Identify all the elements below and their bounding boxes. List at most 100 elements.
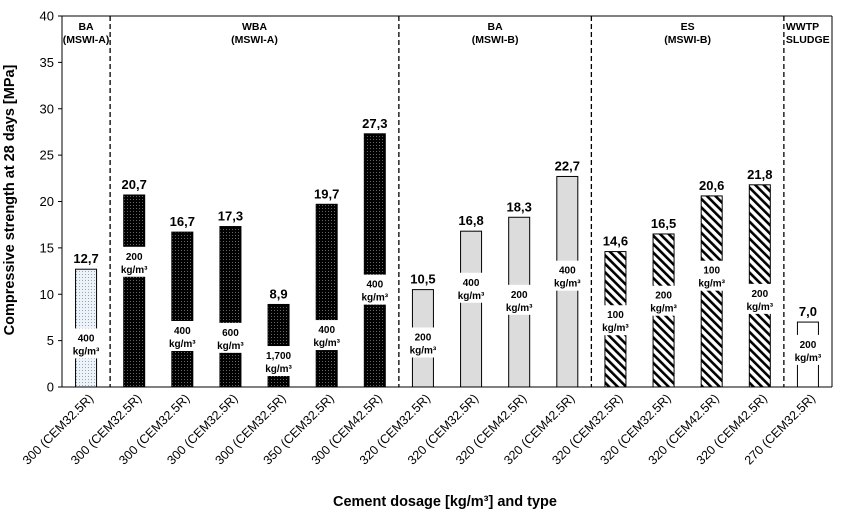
dosage-label-amount: 400 xyxy=(559,266,576,277)
bar xyxy=(171,231,194,388)
dosage-label-background xyxy=(450,272,493,303)
y-tick-label: 10 xyxy=(40,287,54,302)
y-tick-label: 5 xyxy=(47,333,54,348)
bar-value-label: 18,3 xyxy=(507,199,532,214)
value-labels: 12,7 20,7 16,7 17,3 8,9 19,7 27,3 10,5 16,8 18,3 2… xyxy=(73,116,817,319)
dosage-label-background xyxy=(65,328,108,359)
dosage-label-background xyxy=(353,274,396,305)
plot-area xyxy=(62,15,833,387)
y-tick-label: 0 xyxy=(47,380,54,395)
y-tick-label: 25 xyxy=(40,148,54,163)
dosage-label-unit: kg/m³ xyxy=(169,339,196,350)
dosage-label-background xyxy=(113,246,156,277)
dosage-label-amount: 200 xyxy=(126,252,143,263)
y-tick-label: 20 xyxy=(40,194,54,209)
dosage-label-unit: kg/m³ xyxy=(746,302,773,313)
dosage-label-amount: 600 xyxy=(222,328,239,339)
group-header-name: BA xyxy=(78,21,94,33)
dosage-label-amount: 400 xyxy=(78,333,95,344)
dosage-label-background xyxy=(257,346,300,377)
bar xyxy=(700,195,723,388)
dosage-label-background xyxy=(209,322,252,353)
dosage-label-background xyxy=(642,285,685,316)
dosage-label-unit: kg/m³ xyxy=(121,265,148,276)
dosage-labels: 400 kg/m³ 200 kg/m³ 400 kg/m³ 600 kg/m³ 1,700 kg/… xyxy=(65,246,829,377)
group-header-source: (MSWI-B) xyxy=(664,34,711,46)
bar-value-label: 14,6 xyxy=(603,234,628,249)
dosage-label-unit: kg/m³ xyxy=(698,279,725,290)
dosage-label-amount: 400 xyxy=(366,280,383,291)
dosage-label-background xyxy=(594,305,637,336)
group-header-source: (MSWI-A) xyxy=(63,34,110,46)
dosage-label-unit: kg/m³ xyxy=(602,323,629,334)
dosage-label-unit: kg/m³ xyxy=(506,303,533,314)
y-tick-label: 35 xyxy=(40,55,54,70)
bar-value-label: 19,7 xyxy=(314,186,339,201)
group-header-source: SLUDGE xyxy=(786,34,830,46)
group-header-source: (MSWI-A) xyxy=(231,34,278,46)
dosage-label-amount: 200 xyxy=(511,290,528,301)
y-tick-label: 30 xyxy=(40,101,54,116)
y-tick-label: 40 xyxy=(40,9,54,24)
bar xyxy=(75,268,98,388)
dosage-label-amount: 200 xyxy=(415,332,432,343)
bar xyxy=(315,203,338,388)
bar-value-label: 12,7 xyxy=(73,251,98,266)
y-axis-label: Compressive strength at 28 days [MPa] xyxy=(2,64,18,335)
bar-value-label: 10,5 xyxy=(410,272,435,287)
bar-value-label: 16,8 xyxy=(458,213,483,228)
bar-value-label: 16,5 xyxy=(651,216,676,231)
dosage-label-background xyxy=(305,320,348,351)
dosage-label-unit: kg/m³ xyxy=(265,364,292,375)
bar-value-label: 21,8 xyxy=(747,167,772,182)
dosage-label-background xyxy=(786,334,829,365)
dosage-label-background xyxy=(498,284,541,315)
dosage-label-background xyxy=(401,327,444,358)
group-header-name: WWTP xyxy=(786,21,819,33)
dosage-label-amount: 400 xyxy=(318,325,335,336)
bar xyxy=(460,230,483,388)
group-header-name: ES xyxy=(681,21,695,33)
dosage-label-unit: kg/m³ xyxy=(410,345,437,356)
dosage-label-amount: 400 xyxy=(463,278,480,289)
x-axis-label: Cement dosage [kg/m³] and type xyxy=(333,494,557,510)
bar xyxy=(123,194,146,388)
group-header-source: (MSWI-B) xyxy=(472,34,519,46)
dosage-label-unit: kg/m³ xyxy=(73,346,100,357)
dosage-label-amount: 400 xyxy=(174,326,191,337)
group-separators xyxy=(109,16,785,387)
bar-value-label: 17,3 xyxy=(218,209,243,224)
dosage-label-background xyxy=(161,320,204,351)
dosage-label-amount: 100 xyxy=(703,266,720,277)
y-axis-ticks: 0 5 10 15 20 25 30 35 40 xyxy=(40,9,62,395)
bar-value-label: 20,6 xyxy=(699,178,724,193)
bar-value-label: 16,7 xyxy=(170,214,195,229)
dosage-label-unit: kg/m³ xyxy=(795,353,822,364)
dosage-label-unit: kg/m³ xyxy=(650,304,677,315)
x-axis-tick-labels: 300 (CEM32.5R)300 (CEM32.5R)300 (CEM32.5… xyxy=(20,391,818,467)
dosage-label-background xyxy=(690,260,733,291)
bar-value-label: 27,3 xyxy=(362,116,387,131)
bar-value-label: 7,0 xyxy=(799,304,817,319)
dosage-label-amount: 200 xyxy=(751,289,768,300)
dosage-label-background xyxy=(738,283,781,314)
dosage-label-amount: 1,700 xyxy=(266,351,291,362)
dosage-label-amount: 200 xyxy=(655,291,672,302)
bar-value-label: 8,9 xyxy=(270,286,288,301)
dosage-label-amount: 200 xyxy=(800,340,817,351)
dosage-label-unit: kg/m³ xyxy=(554,279,581,290)
dosage-label-amount: 100 xyxy=(607,310,624,321)
dosage-label-background xyxy=(546,260,589,291)
bar-value-label: 20,7 xyxy=(122,177,147,192)
dosage-label-unit: kg/m³ xyxy=(313,338,340,349)
bar xyxy=(219,226,242,388)
bar xyxy=(363,133,386,388)
group-header-name: BA xyxy=(488,21,504,33)
group-header-name: WBA xyxy=(242,21,267,33)
group-headers: BA(MSWI-A)WBA(MSWI-A)BA(MSWI-B)ES(MSWI-B… xyxy=(63,21,830,46)
dosage-label-unit: kg/m³ xyxy=(217,341,244,352)
dosage-label-unit: kg/m³ xyxy=(458,291,485,302)
y-tick-label: 15 xyxy=(40,240,54,255)
